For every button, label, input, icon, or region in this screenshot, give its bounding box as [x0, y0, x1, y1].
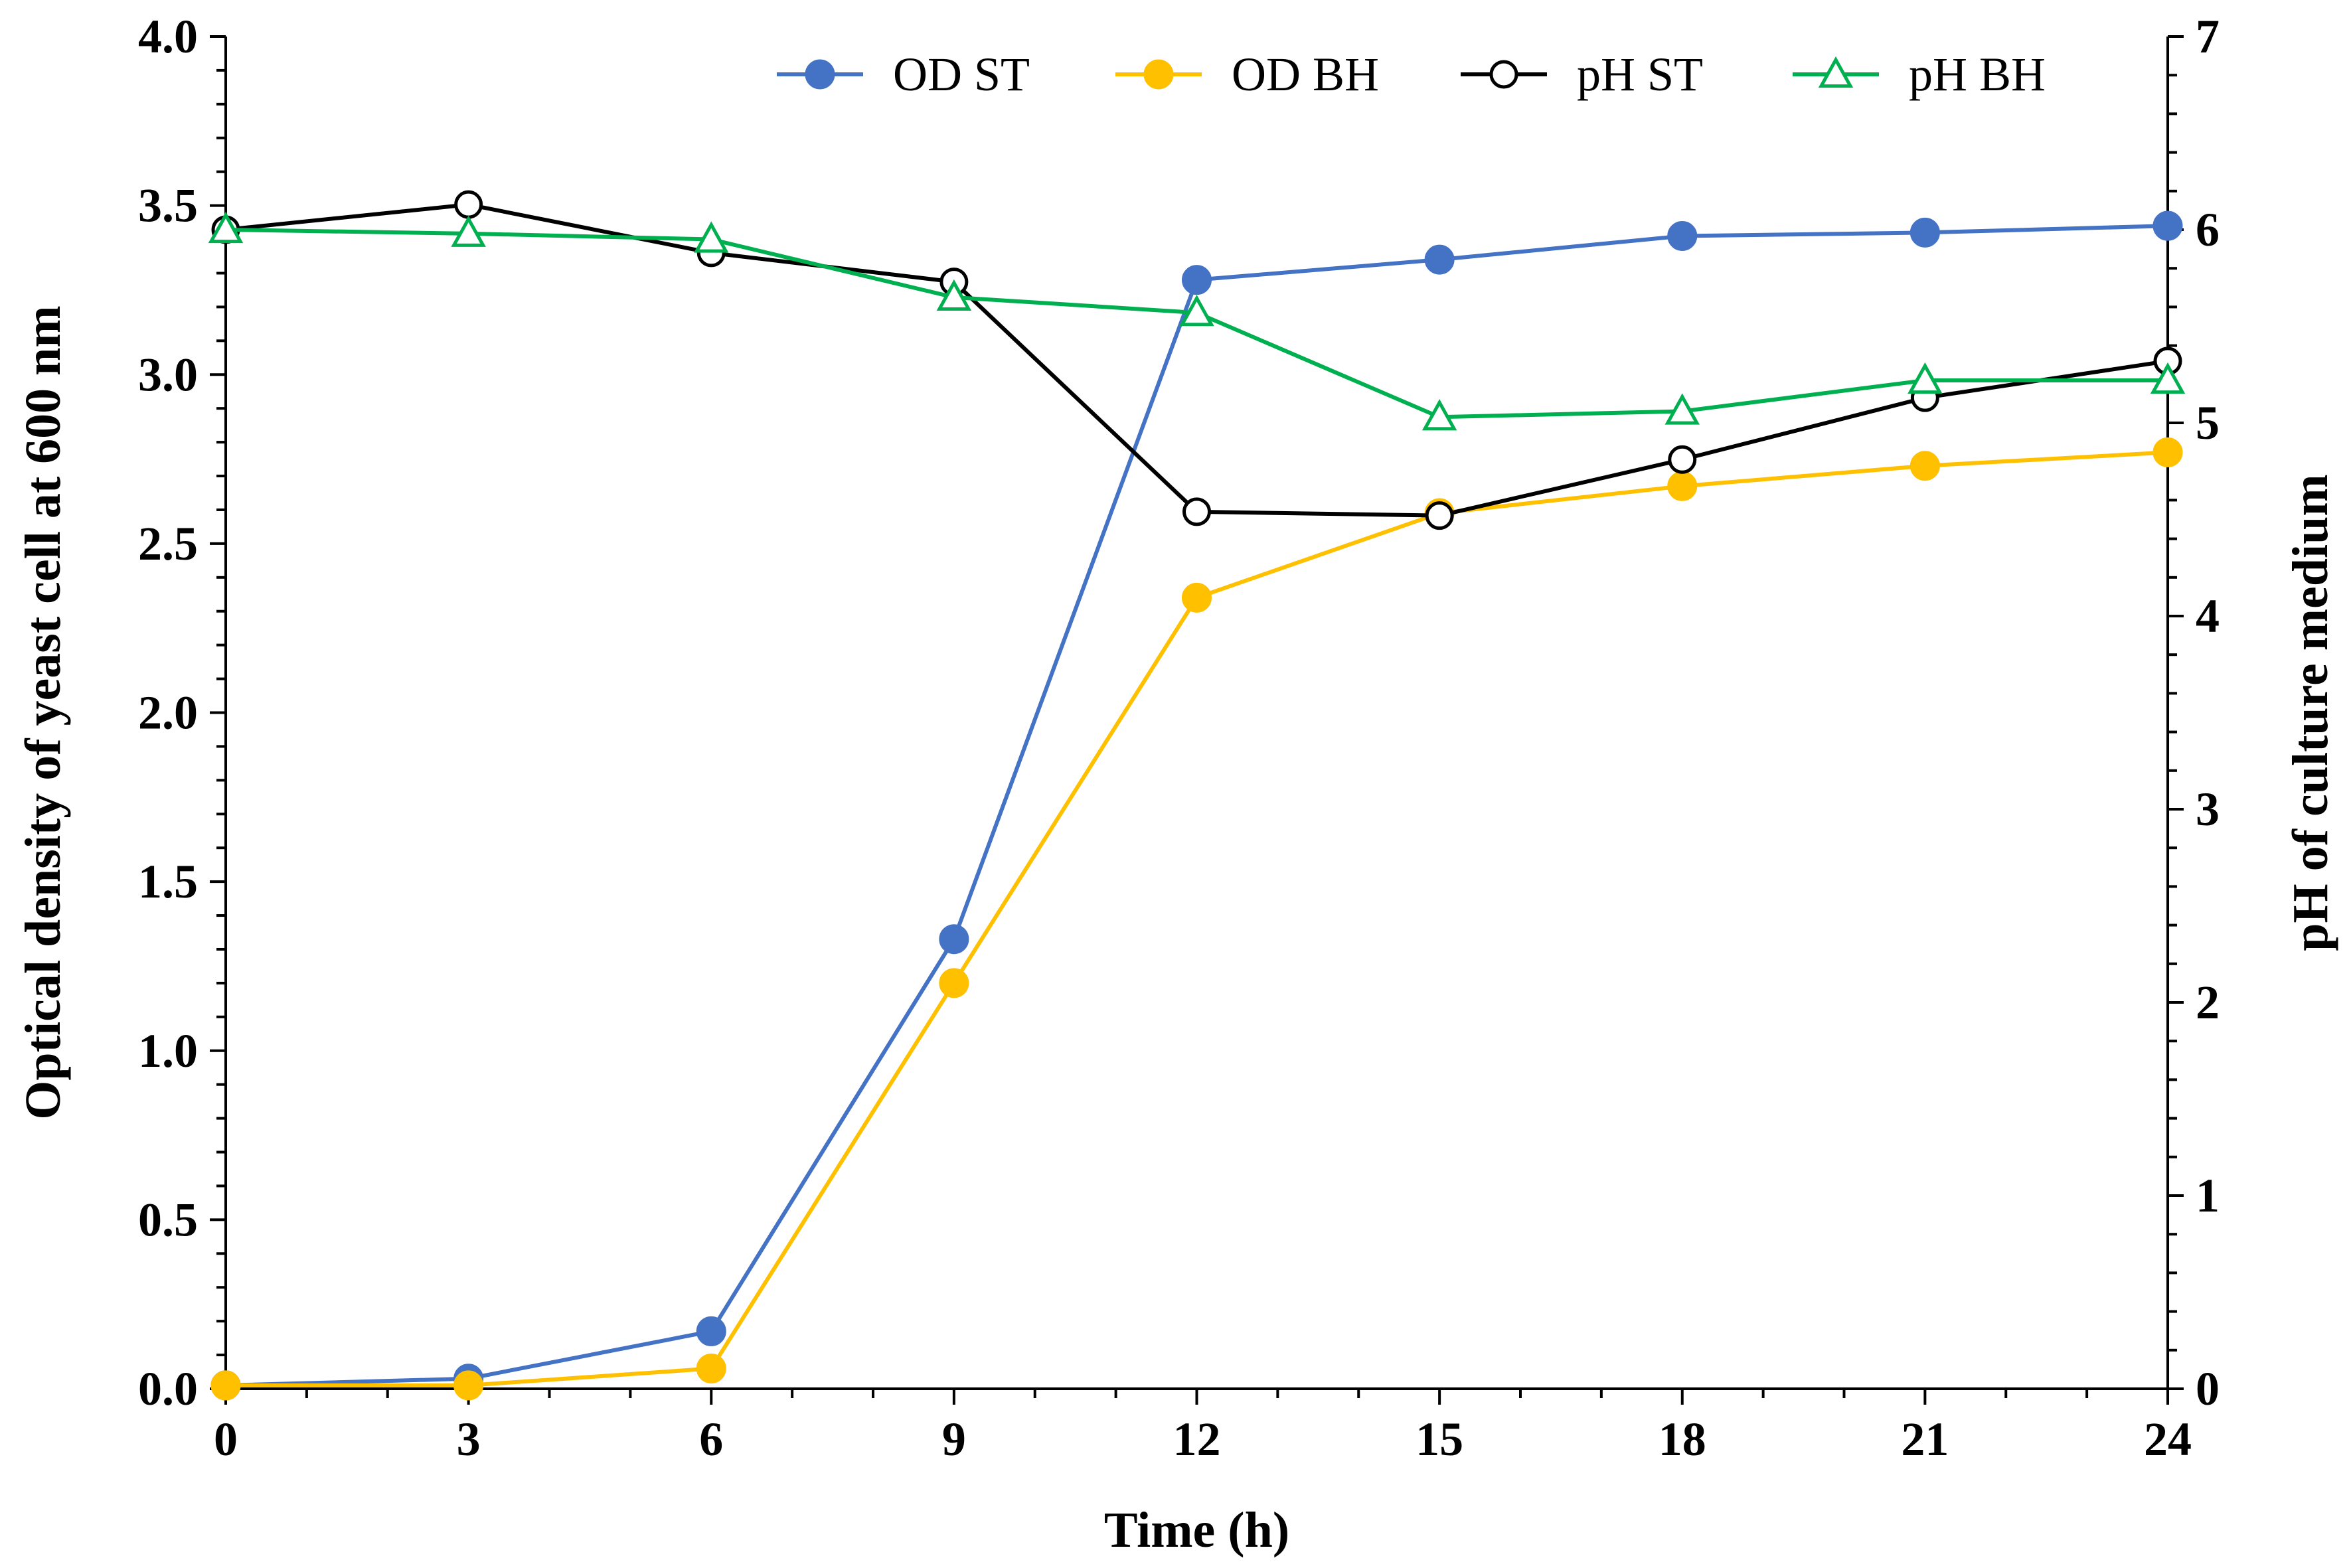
right-y-tick-label: 2 [2196, 976, 2220, 1029]
legend-item: pH BH [1793, 48, 2046, 101]
data-point [1909, 451, 1940, 481]
legend-item: pH ST [1461, 48, 1703, 101]
data-point [2152, 437, 2183, 467]
legend-label: OD BH [1232, 48, 1379, 101]
left-y-axis-title: Optical density of yeast cell at 600 nm [15, 305, 71, 1119]
data-point [1182, 582, 1212, 613]
x-tick-label: 21 [1901, 1413, 1949, 1466]
right-y-tick-label: 6 [2196, 203, 2220, 256]
right-y-tick-label: 0 [2196, 1362, 2220, 1415]
x-tick-label: 9 [942, 1413, 966, 1466]
data-point [1667, 471, 1698, 501]
data-point [1182, 265, 1212, 295]
right-y-tick-label: 3 [2196, 783, 2220, 836]
data-point [694, 221, 729, 253]
right-y-tick-label: 5 [2196, 396, 2220, 449]
data-point [936, 279, 972, 311]
legend-swatch-marker [1489, 60, 1518, 89]
left-y-tick-label: 0.0 [138, 1362, 198, 1415]
series-ph-st [211, 190, 2182, 530]
data-point [696, 1353, 726, 1383]
data-point [1907, 362, 1943, 394]
data-point [1664, 393, 1700, 425]
series-ph-bh [208, 211, 2186, 431]
left-y-tick-label: 2.0 [138, 686, 198, 740]
data-point [939, 968, 969, 998]
legend: OD ST OD BH pH ST pH BH [777, 48, 2046, 101]
data-point [453, 1370, 484, 1401]
data-point [1421, 399, 1457, 431]
x-axis-title: Time (h) [1104, 1502, 1289, 1558]
left-y-tick-label: 3.5 [138, 179, 198, 232]
legend-item: OD BH [1115, 48, 1379, 101]
series-od-bh [210, 437, 2183, 1401]
data-point [454, 190, 483, 219]
data-point [1909, 217, 1940, 248]
left-y-tick-label: 0.5 [138, 1193, 198, 1246]
series-od-st [210, 210, 2183, 1401]
legend-swatch-marker [1143, 59, 1174, 90]
right-y-tick-label: 4 [2196, 589, 2220, 643]
x-tick-label: 24 [2144, 1413, 2192, 1466]
data-point [939, 924, 969, 955]
data-point [696, 1316, 726, 1346]
data-point [2150, 362, 2186, 394]
legend-swatch-marker [1818, 56, 1854, 88]
x-tick-label: 18 [1659, 1413, 1706, 1466]
series-group [208, 190, 2186, 1401]
x-tick-label: 15 [1416, 1413, 1463, 1466]
data-point [1182, 497, 1211, 526]
legend-label: OD ST [893, 48, 1030, 101]
data-point [1667, 220, 1698, 251]
data-point [2152, 210, 2183, 241]
x-tick-label: 3 [457, 1413, 481, 1466]
data-point [1424, 244, 1455, 275]
left-y-tick-label: 1.5 [138, 855, 198, 908]
left-y-tick-label: 3.0 [138, 348, 198, 401]
legend-label: pH BH [1909, 48, 2046, 101]
series-line [225, 224, 2168, 1387]
legend-item: OD ST [777, 48, 1030, 101]
axes: 0 3 6 9 12 15 18 21 240.00.51.01.52.02.53.03.54.… [15, 10, 2338, 1558]
left-y-tick-label: 1.0 [138, 1024, 198, 1077]
right-y-axis-title: pH of culture medium [2283, 474, 2338, 951]
x-tick-label: 12 [1173, 1413, 1221, 1466]
right-y-tick-label: 7 [2196, 10, 2220, 63]
right-y-tick-label: 1 [2196, 1169, 2220, 1222]
left-y-tick-label: 4.0 [138, 10, 198, 63]
x-tick-label: 6 [699, 1413, 723, 1466]
data-point [210, 1370, 241, 1401]
x-tick-label: 0 [214, 1413, 238, 1466]
data-point [1179, 294, 1214, 327]
data-point [1668, 445, 1697, 474]
data-point [208, 211, 244, 244]
data-point [1425, 501, 1454, 530]
left-y-tick-label: 2.5 [138, 517, 198, 570]
data-point [451, 215, 486, 247]
legend-label: pH ST [1577, 48, 1703, 101]
legend-swatch-marker [805, 59, 835, 90]
